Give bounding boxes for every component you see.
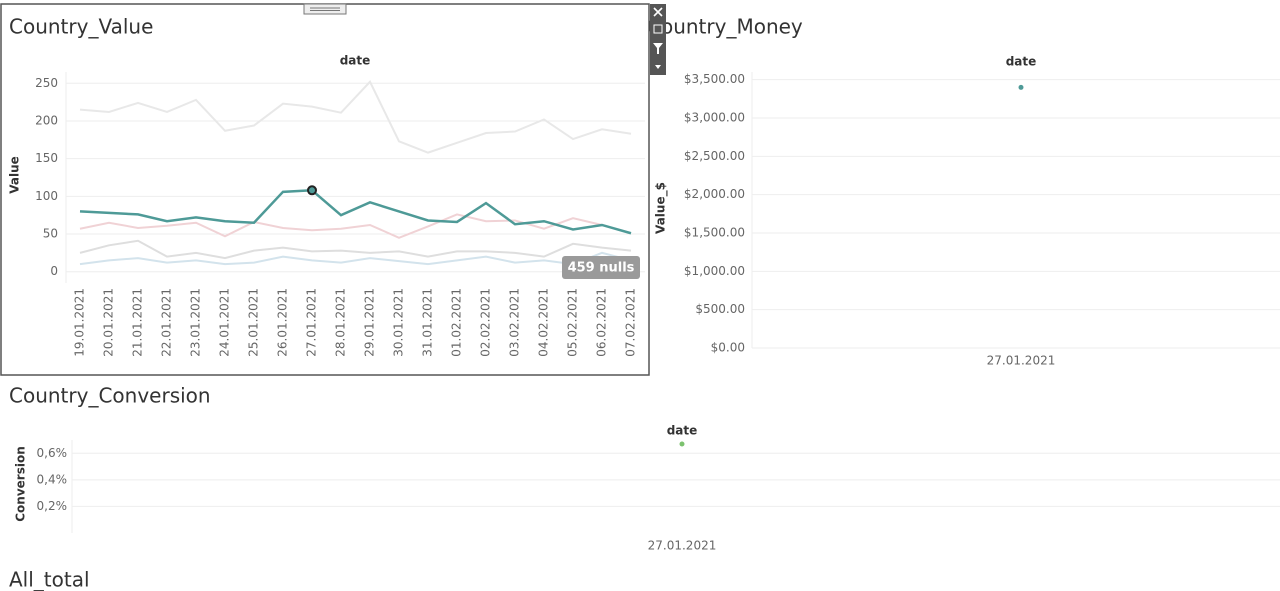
column-header: date	[340, 54, 371, 68]
y-tick-label: $0.00	[711, 341, 745, 355]
x-tick-label: 07.02.2021	[624, 288, 638, 357]
y-tick-label: 0,6%	[37, 446, 68, 460]
x-tick-label: 30.01.2021	[392, 288, 406, 357]
y-tick-label: 250	[35, 76, 58, 90]
y-tick-label: 150	[35, 151, 58, 165]
column-header: date	[1006, 55, 1037, 69]
series-line	[79, 239, 632, 260]
y-tick-label: 0,2%	[37, 499, 68, 513]
open-icon[interactable]	[653, 24, 663, 34]
x-tick-label: 27.01.2021	[648, 539, 717, 553]
close-icon[interactable]	[653, 7, 663, 17]
x-tick-label: 26.01.2021	[276, 288, 290, 357]
y-axis-title: Value_$	[654, 182, 669, 234]
x-tick-label: 03.02.2021	[508, 288, 522, 357]
y-tick-label: $1,500.00	[684, 226, 745, 240]
y-tick-label: 0	[50, 264, 58, 278]
series-line	[79, 251, 632, 266]
y-tick-label: $3,000.00	[684, 111, 745, 125]
x-tick-label: 19.01.2021	[73, 288, 87, 357]
nulls-badge	[562, 256, 640, 279]
data-point	[1018, 84, 1024, 90]
x-tick-label: 22.01.2021	[160, 288, 174, 357]
x-tick-label: 05.02.2021	[566, 288, 580, 357]
x-tick-label: 29.01.2021	[363, 288, 377, 357]
chart-title: Country_Conversion	[9, 384, 211, 408]
x-tick-label: 23.01.2021	[189, 288, 203, 357]
x-tick-label: 28.01.2021	[334, 288, 348, 357]
x-tick-label: 02.02.2021	[479, 288, 493, 357]
x-tick-label: 31.01.2021	[421, 288, 435, 357]
x-tick-label: 06.02.2021	[595, 288, 609, 357]
y-tick-label: 0,4%	[37, 472, 68, 486]
y-tick-label: $2,000.00	[684, 187, 745, 201]
x-tick-label: 01.02.2021	[450, 288, 464, 357]
section-title: All_total	[9, 568, 90, 591]
y-tick-label: 100	[35, 189, 58, 203]
y-tick-label: $500.00	[695, 302, 745, 316]
data-point	[679, 441, 685, 447]
y-tick-label: 200	[35, 113, 58, 127]
x-tick-label: 20.01.2021	[102, 288, 116, 357]
series-line	[79, 189, 632, 235]
x-tick-label: 27.01.2021	[305, 288, 319, 357]
drag-handle[interactable]	[303, 3, 347, 15]
y-tick-label: 50	[43, 227, 58, 241]
chart-title: Country_Money	[647, 15, 803, 39]
filter-icon[interactable]	[653, 43, 663, 54]
toolbar-bg	[650, 4, 666, 75]
x-tick-label: 27.01.2021	[987, 354, 1056, 368]
x-tick-label: 04.02.2021	[537, 288, 551, 357]
y-axis-title: Conversion	[14, 446, 28, 522]
y-tick-label: $3,500.00	[684, 72, 745, 86]
menu-icon[interactable]	[655, 65, 661, 69]
y-tick-label: $2,500.00	[684, 149, 745, 163]
hover-point	[307, 185, 317, 196]
panel-toolbar	[650, 4, 666, 75]
x-tick-label: 25.01.2021	[247, 288, 261, 357]
y-tick-label: $1,000.00	[684, 264, 745, 278]
series-line	[79, 213, 603, 239]
series-line	[79, 80, 632, 154]
x-tick-label: 24.01.2021	[218, 288, 232, 357]
column-header: date	[667, 424, 698, 438]
x-tick-label: 21.01.2021	[131, 288, 145, 357]
y-axis-title: Value	[8, 156, 22, 194]
nulls-indicator: 459 nulls	[568, 261, 635, 276]
selected-panel[interactable]	[0, 3, 650, 376]
chart-title: Country_Value	[9, 15, 153, 39]
